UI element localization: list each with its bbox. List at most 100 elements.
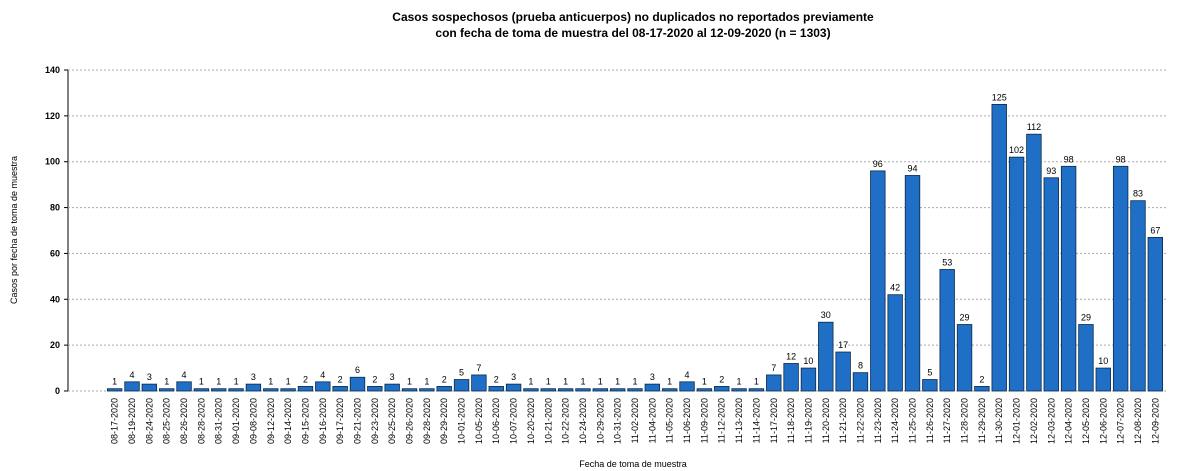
x-tick-label: 09-14-2020 [283, 398, 293, 444]
bar [575, 388, 591, 392]
bar [488, 386, 504, 392]
bar [748, 388, 765, 392]
value-label: 1 [407, 377, 412, 387]
value-label: 1 [164, 377, 169, 387]
x-tick-label: 08-24-2020 [144, 398, 154, 444]
x-tick-label: 11-24-2020 [890, 398, 900, 443]
x-tick-label: 12-04-2020 [1064, 398, 1074, 444]
value-label: 1 [234, 377, 239, 387]
value-label: 17 [838, 340, 848, 350]
x-tick-label: 11-14-2020 [751, 398, 761, 443]
bar [557, 388, 574, 392]
x-tick-label: 09-15-2020 [300, 398, 310, 444]
x-tick-label: 11-06-2020 [682, 398, 692, 443]
x-tick-label: 08-28-2020 [196, 398, 206, 444]
bar [766, 374, 782, 392]
bar [1095, 367, 1111, 392]
x-tick-label: 10-06-2020 [491, 398, 501, 444]
x-tick-label: 11-25-2020 [908, 398, 918, 443]
bar [1147, 236, 1164, 392]
value-label: 1 [112, 377, 117, 387]
x-tick-label: 11-23-2020 [873, 398, 883, 443]
bar [714, 386, 730, 392]
x-tick-label: 09-29-2020 [439, 398, 449, 444]
x-tick-label: 09-01-2020 [231, 398, 241, 444]
x-tick-label: 11-19-2020 [803, 398, 813, 443]
value-label: 1 [632, 377, 637, 387]
value-label: 7 [476, 363, 481, 373]
x-tick-label: 09-08-2020 [248, 398, 258, 444]
bar [367, 386, 383, 392]
x-axis-label: Fecha de toma de muestra [579, 459, 687, 469]
value-label: 1 [424, 377, 429, 387]
y-axis-label: Casos por fecha de toma de muestra [9, 156, 19, 304]
value-label: 30 [821, 310, 831, 320]
y-tick-label: 40 [50, 294, 60, 304]
x-tick-label: 11-05-2020 [665, 398, 675, 443]
x-tick-label: 11-09-2020 [699, 398, 709, 443]
value-label: 2 [442, 374, 447, 384]
x-tick-label: 09-12-2020 [266, 398, 276, 444]
bar [401, 388, 418, 392]
value-label: 2 [303, 374, 308, 384]
value-label: 3 [251, 372, 256, 382]
value-label: 5 [459, 368, 464, 378]
bar [627, 388, 643, 392]
value-label: 3 [511, 372, 516, 382]
x-tick-label: 10-20-2020 [526, 398, 536, 444]
x-tick-label: 12-05-2020 [1081, 398, 1091, 444]
value-label: 8 [858, 361, 863, 371]
x-tick-label: 09-25-2020 [387, 398, 397, 444]
bar [471, 374, 487, 392]
value-label: 4 [685, 370, 690, 380]
x-tick-label: 11-20-2020 [821, 398, 831, 443]
x-tick-label: 11-21-2020 [838, 398, 848, 443]
x-tick-label: 08-31-2020 [214, 398, 224, 444]
value-label: 1 [563, 377, 568, 387]
x-tick-label: 12-09-2020 [1150, 398, 1160, 444]
x-tick-label: 12-06-2020 [1098, 398, 1108, 444]
bar [679, 381, 695, 392]
value-label: 29 [1081, 313, 1091, 323]
x-tick-label: 09-16-2020 [318, 398, 328, 444]
x-tick-label: 11-30-2020 [994, 398, 1004, 443]
bar [662, 388, 678, 392]
value-label: 67 [1150, 225, 1160, 235]
value-label: 98 [1064, 154, 1074, 164]
bar [939, 269, 955, 392]
x-tick-label: 11-18-2020 [786, 398, 796, 443]
x-tick-label: 08-25-2020 [162, 398, 172, 444]
value-label: 83 [1133, 189, 1143, 199]
bar [141, 383, 158, 392]
x-tick-label: 11-02-2020 [630, 398, 640, 443]
bar [644, 383, 661, 392]
bar [106, 388, 123, 392]
x-tick-label: 10-22-2020 [561, 398, 571, 444]
bar [1060, 165, 1077, 392]
x-tick-label: 11-28-2020 [960, 398, 970, 443]
bar [436, 386, 452, 392]
value-label: 10 [803, 356, 813, 366]
bar [228, 388, 244, 392]
value-label: 2 [372, 374, 377, 384]
bar [974, 386, 990, 392]
value-label: 94 [908, 163, 918, 173]
y-tick-label: 20 [50, 340, 60, 350]
bar [124, 381, 140, 392]
x-tick-label: 12-01-2020 [1012, 398, 1022, 444]
value-label: 112 [1027, 122, 1041, 132]
value-label: 1 [737, 377, 742, 387]
value-label: 2 [494, 374, 499, 384]
y-tick-label: 60 [50, 248, 60, 258]
value-label: 4 [130, 370, 135, 380]
x-tick-label: 11-04-2020 [647, 398, 657, 443]
bar [349, 376, 366, 392]
bar [835, 351, 851, 392]
bar [505, 383, 522, 392]
value-label: 3 [390, 372, 395, 382]
value-label: 1 [667, 377, 672, 387]
bar [922, 379, 938, 392]
bar [1008, 156, 1025, 392]
bar [731, 388, 747, 392]
value-label: 53 [942, 257, 952, 267]
